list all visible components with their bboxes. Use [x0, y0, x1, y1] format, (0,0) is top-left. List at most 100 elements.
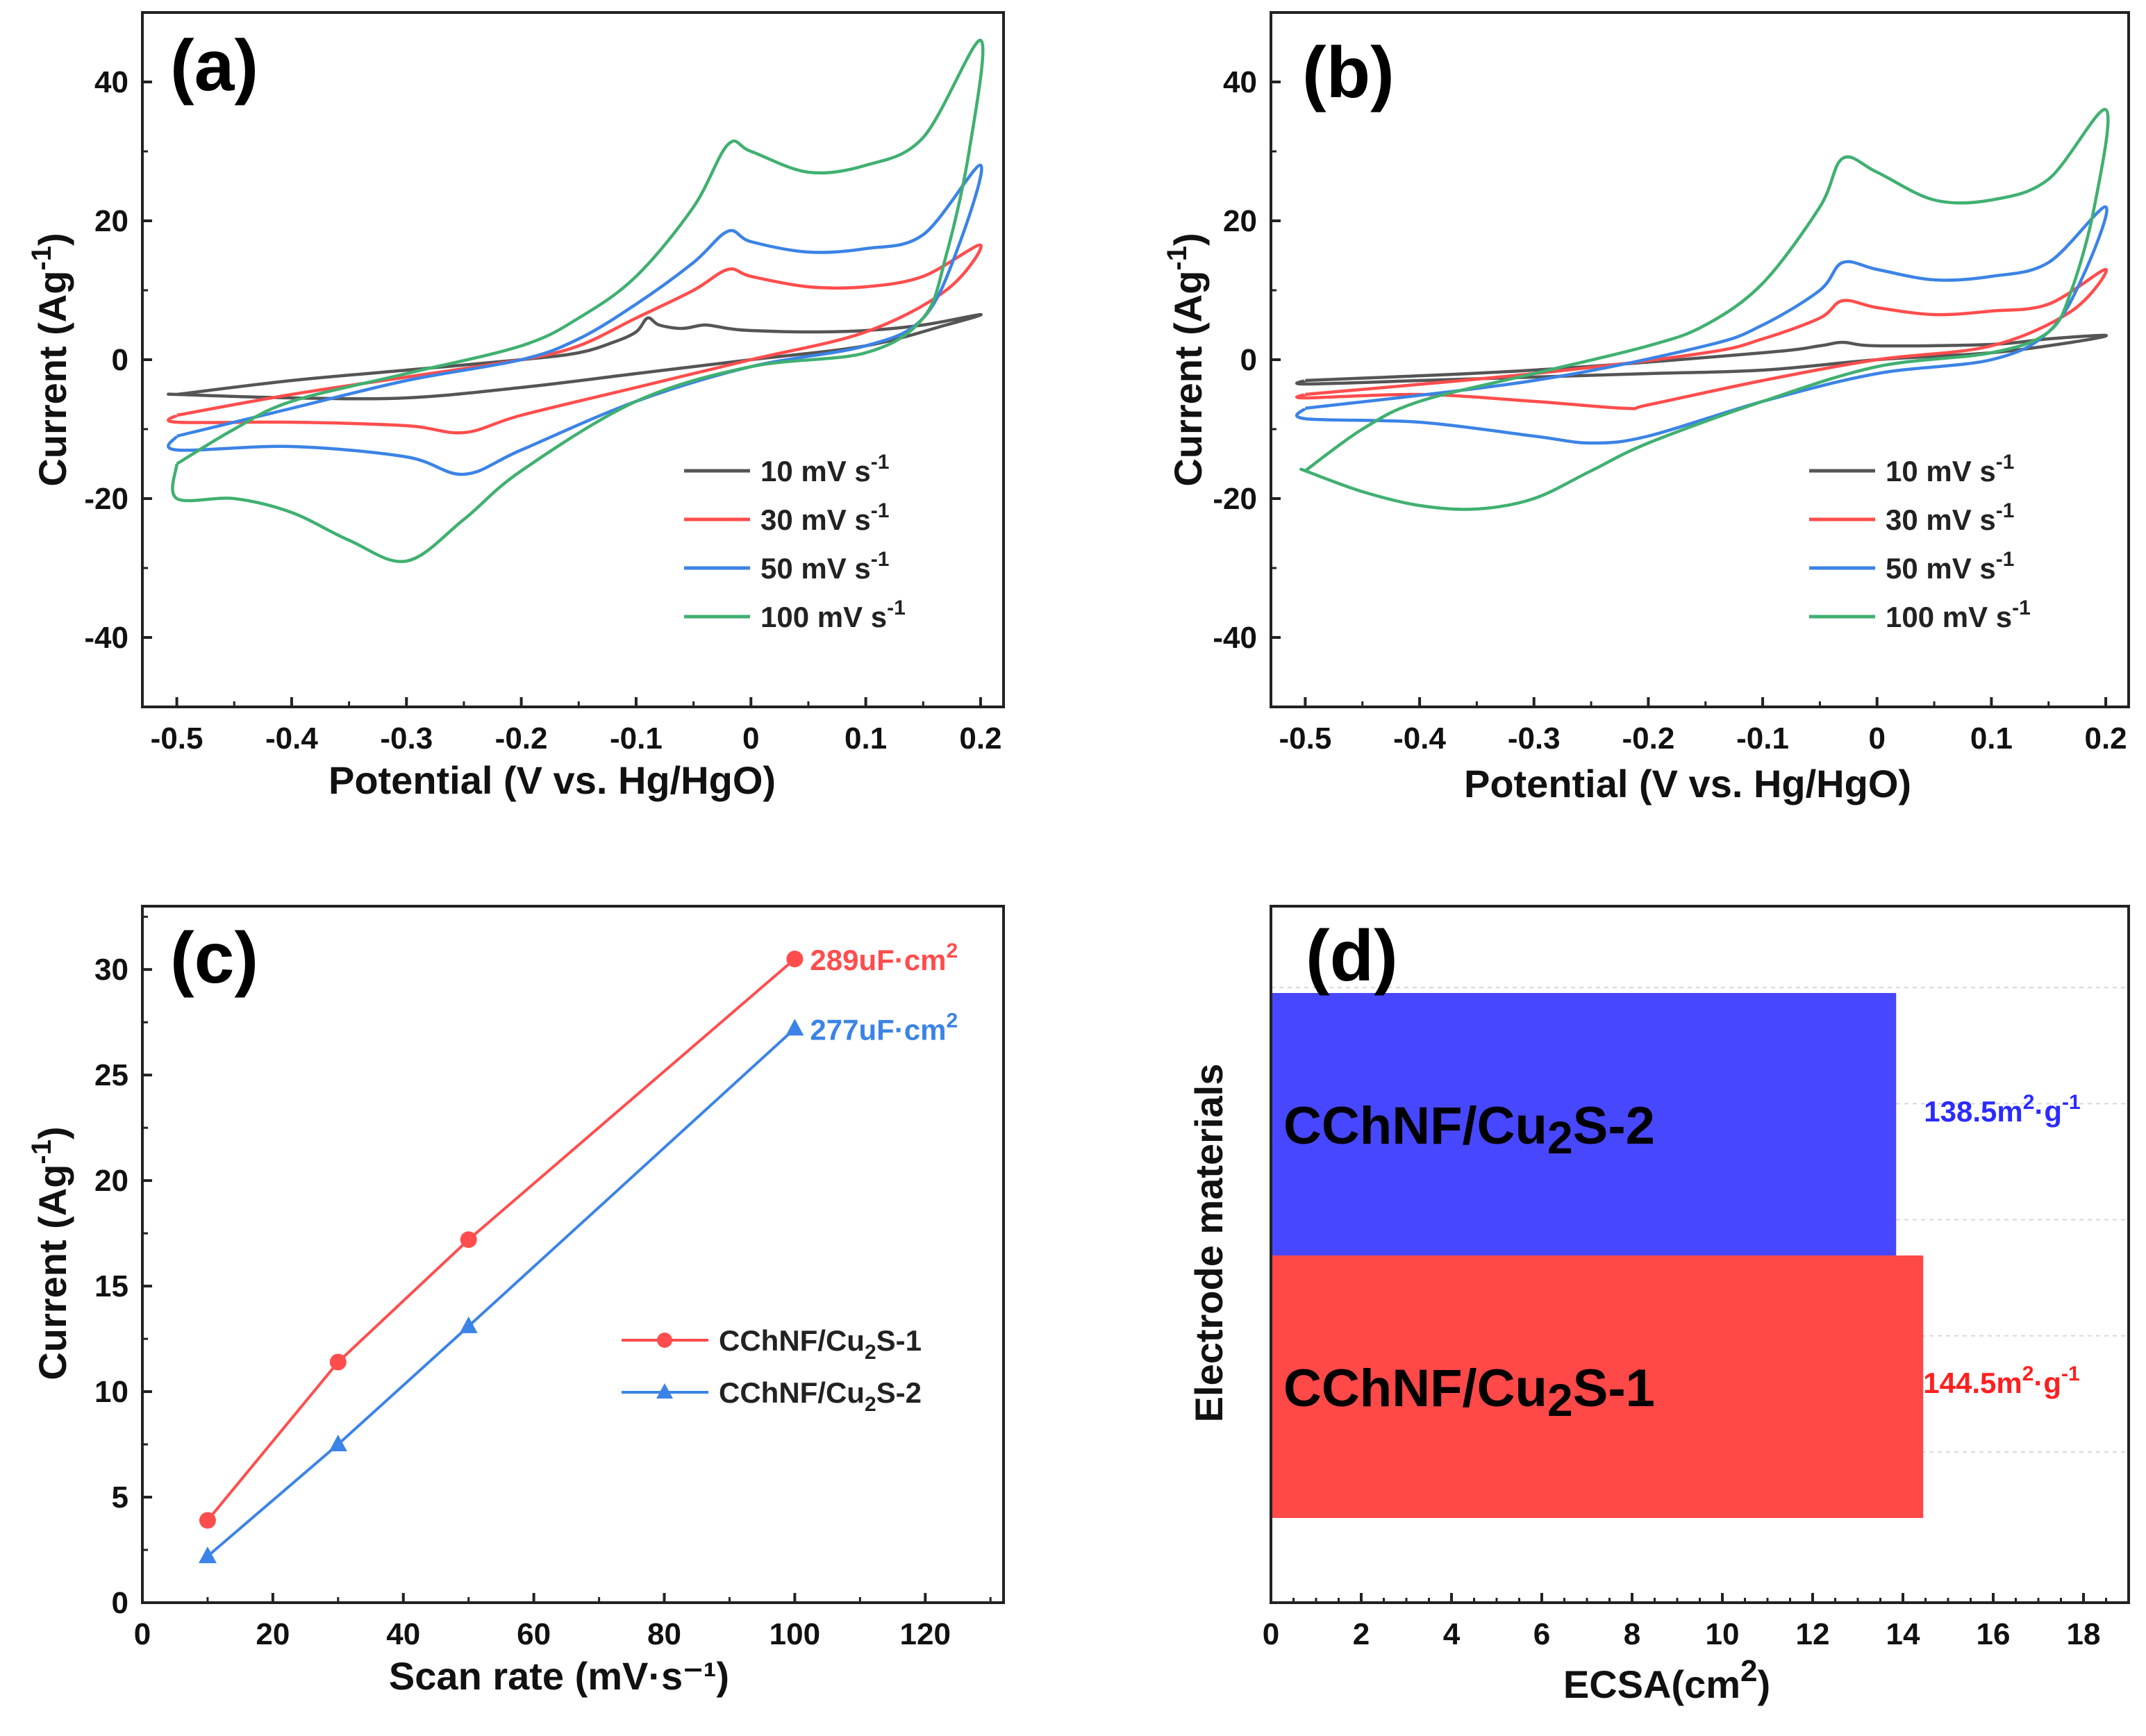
- c-legend-name-end: S-1: [876, 1324, 922, 1357]
- c-y-tick-label: 10: [94, 1375, 128, 1409]
- a-legend-label: 10 mV s-1: [760, 451, 889, 487]
- panel-b-y-ticks: -40 -20 0 20 40: [1213, 65, 1281, 655]
- c-annotation-text: 277uF·cm: [810, 1013, 946, 1046]
- panel-b-x-axis-label: Potential (V vs. Hg/HgO): [1464, 762, 1911, 806]
- c-x-tick-label: 60: [517, 1617, 551, 1651]
- c-legend-label: CChNF/Cu2S-1: [719, 1324, 922, 1364]
- c-legend-name: CChNF/Cu: [719, 1376, 865, 1409]
- d-x-tick-label: 4: [1443, 1617, 1461, 1651]
- b-series-curve: [1299, 108, 2110, 511]
- panel-a-y-ticks: -40 -20 0 20 40: [84, 65, 152, 655]
- b-legend-label: 50 mV s-1: [1886, 548, 2014, 585]
- d-x-tick-label: 14: [1886, 1617, 1920, 1651]
- panel-b-x-ticks: -0.5 -0.4 -0.3 -0.2 -0.1 0 0.1 0.2: [1279, 697, 2127, 756]
- panel-a-x-axis-label: Potential (V vs. Hg/HgO): [328, 758, 776, 802]
- a-legend-sup: -1: [871, 548, 890, 571]
- c-legend-name: CChNF/Cu: [719, 1324, 865, 1357]
- d-ecsa-annotation: 144.5m2·g-1: [1923, 1362, 2079, 1399]
- a-x-tick-label: -0.5: [151, 721, 203, 756]
- b-y-tick-label: 20: [1223, 204, 1257, 238]
- c-legend-name-end: S-2: [876, 1376, 922, 1409]
- a-x-tick-label: -0.1: [610, 721, 663, 756]
- a-series-curve: [167, 312, 983, 401]
- panel-c-frame: [141, 905, 1005, 1604]
- b-y-tick-label: 40: [1223, 65, 1257, 99]
- panel-a: (a) -0.5 -0.4 -0.3 -0.2 -0.1 0 0.1 0.2 -40 -20 0 2…: [26, 11, 1005, 802]
- b-legend-sup: -1: [2012, 596, 2031, 619]
- c-x-tick-label: 120: [900, 1617, 951, 1651]
- b-legend-sup: -1: [1996, 451, 2015, 474]
- c-x-tick-label: 100: [770, 1617, 820, 1651]
- d-bar-label-name: CChNF/Cu: [1283, 1096, 1547, 1155]
- c-y-tick-label: 25: [94, 1058, 128, 1092]
- c-data-point-circle: [460, 1231, 477, 1249]
- a-legend-name: 50 mV s: [760, 552, 871, 585]
- a-legend-label: 30 mV s-1: [760, 499, 889, 536]
- panel-b-y-axis-label: Current (Ag-1): [1162, 233, 1210, 486]
- a-x-tick-label: 0.2: [959, 721, 1001, 756]
- b-legend-label: 10 mV s-1: [1886, 451, 2014, 487]
- c-capacitance-annotation: 277uF·cm2: [810, 1009, 958, 1046]
- c-y-tick-label: 15: [94, 1269, 128, 1303]
- c-y-tick-label: 20: [94, 1164, 128, 1198]
- d-bar: [1271, 993, 1897, 1255]
- b-series-curve: [1295, 267, 2108, 410]
- c-x-tick-label: 20: [256, 1617, 290, 1651]
- a-series-curve: [171, 38, 985, 563]
- d-ecsa-annotation: 138.5m2·g-1: [1924, 1091, 2080, 1128]
- a-series-curve: [167, 243, 983, 435]
- panel-c-x-ticks: 0 20 40 60 80 100 120: [134, 1593, 992, 1651]
- panel-a-x-ticks: -0.5 -0.4 -0.3 -0.2 -0.1 0 0.1 0.2: [151, 697, 1002, 756]
- a-y-tick-label: -20: [84, 482, 128, 516]
- d-bar-label-sub: 2: [1547, 1112, 1573, 1163]
- panel-c-x-axis-label: Scan rate (mV·s⁻¹): [389, 1654, 729, 1698]
- b-x-tick-label: -0.2: [1622, 721, 1674, 756]
- a-legend-name: 30 mV s: [760, 503, 871, 536]
- c-data-point-circle: [329, 1353, 347, 1371]
- panel-c-label: (c): [170, 918, 258, 999]
- c-legend-marker: [656, 1383, 673, 1399]
- d-bar-label: CChNF/Cu2S-1: [1283, 1359, 1655, 1426]
- b-series-curve: [1295, 205, 2108, 445]
- a-legend-label: 50 mV s-1: [760, 548, 889, 585]
- c-annotation-sup: 2: [946, 1009, 958, 1032]
- panel-c: (c) 0 20 40 60 80 100 120 0 5 10 15 20 25 30 289uF·c…: [26, 905, 1005, 1698]
- panel-a-curves: [167, 38, 985, 563]
- c-y-tick-label: 0: [112, 1586, 128, 1620]
- c-annotation-sup: 2: [946, 940, 958, 962]
- d-ann-sup2: -1: [2061, 1362, 2080, 1385]
- c-series-line: [206, 958, 796, 1521]
- d-ann-mid: ·g: [2034, 1095, 2062, 1128]
- d-x-tick-label: 10: [1706, 1617, 1740, 1651]
- panel-d-x-axis-label: ECSA(cm2): [1563, 1654, 1770, 1706]
- panel-d-y-axis-label: Electrode materials: [1187, 1064, 1231, 1423]
- a-x-tick-label: 0.1: [845, 721, 887, 756]
- d-bar-label-end: S-1: [1573, 1359, 1655, 1418]
- panel-d-label: (d): [1306, 916, 1398, 996]
- c-legend-sub: 2: [865, 1341, 876, 1364]
- c-data-point-triangle: [785, 1019, 804, 1036]
- c-x-tick-label: 80: [647, 1617, 681, 1651]
- d-bar-label-end: S-2: [1573, 1096, 1655, 1155]
- b-series-curve: [1295, 333, 2108, 386]
- c-y-tick-label: 5: [112, 1480, 128, 1514]
- c-data-point-triangle: [328, 1435, 347, 1452]
- c-x-tick-label: 40: [386, 1617, 420, 1651]
- b-legend-name: 30 mV s: [1886, 503, 1996, 536]
- b-legend-label: 100 mV s-1: [1886, 596, 2031, 633]
- panel-b-curves: [1295, 108, 2110, 511]
- b-legend-sup: -1: [1996, 548, 2015, 571]
- b-legend-label: 30 mV s-1: [1886, 499, 2014, 536]
- c-data-point-triangle: [198, 1546, 217, 1564]
- c-capacitance-annotation: 289uF·cm2: [810, 940, 958, 976]
- b-x-tick-label: 0: [1868, 721, 1885, 756]
- b-legend-name: 10 mV s: [1886, 455, 1996, 487]
- b-x-tick-label: -0.1: [1736, 721, 1789, 756]
- c-data-point-triangle: [459, 1316, 478, 1333]
- panel-a-y-axis-label: Current (Ag-1): [26, 233, 74, 486]
- d-ann-sup1: 2: [2023, 1091, 2035, 1114]
